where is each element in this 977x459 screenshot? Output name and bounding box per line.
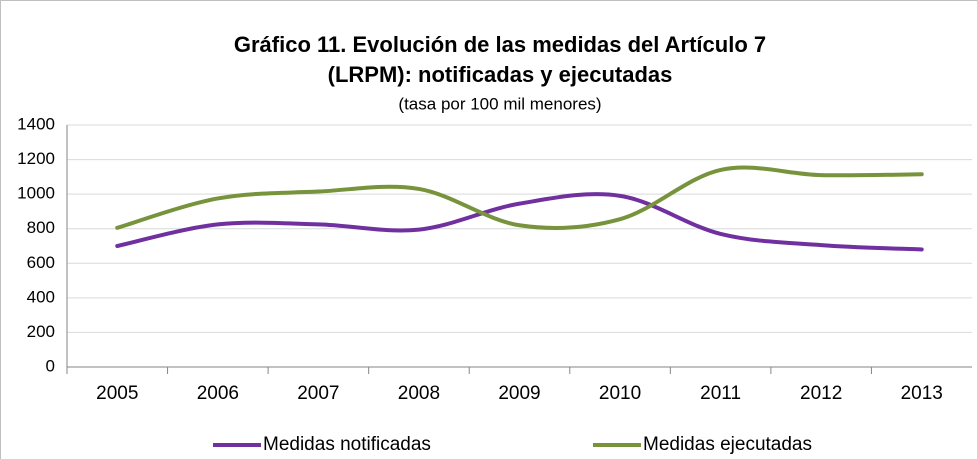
x-tick-label: 2011 bbox=[700, 383, 741, 404]
x-tick-label: 2010 bbox=[599, 383, 641, 404]
y-tick-label: 200 bbox=[27, 322, 55, 341]
x-tick-label: 2005 bbox=[96, 383, 138, 404]
x-tick-label: 2009 bbox=[498, 383, 540, 404]
chart-title: Gráfico 11. Evolución de las medidas del… bbox=[234, 32, 766, 57]
x-tick-label: 2008 bbox=[398, 383, 440, 404]
chart-title: (LRPM): notificadas y ejecutadas bbox=[328, 62, 673, 87]
y-tick-label: 800 bbox=[27, 218, 55, 237]
y-tick-label: 1400 bbox=[17, 114, 55, 133]
chart-subtitle: (tasa por 100 mil menores) bbox=[398, 94, 601, 113]
x-tick-label: 2013 bbox=[901, 383, 943, 404]
x-tick-label: 2012 bbox=[800, 383, 842, 404]
legend-label: Medidas notificadas bbox=[263, 434, 431, 455]
x-tick-label: 2007 bbox=[297, 383, 339, 404]
x-tick-label: 2006 bbox=[197, 383, 239, 404]
y-tick-label: 400 bbox=[27, 287, 55, 306]
y-tick-label: 600 bbox=[27, 253, 55, 272]
y-tick-label: 1200 bbox=[17, 149, 55, 168]
series-line bbox=[115, 192, 924, 252]
legend-label: Medidas ejecutadas bbox=[643, 434, 812, 455]
y-tick-label: 0 bbox=[46, 356, 55, 375]
y-tick-label: 1000 bbox=[17, 184, 55, 203]
series-line bbox=[115, 165, 924, 230]
